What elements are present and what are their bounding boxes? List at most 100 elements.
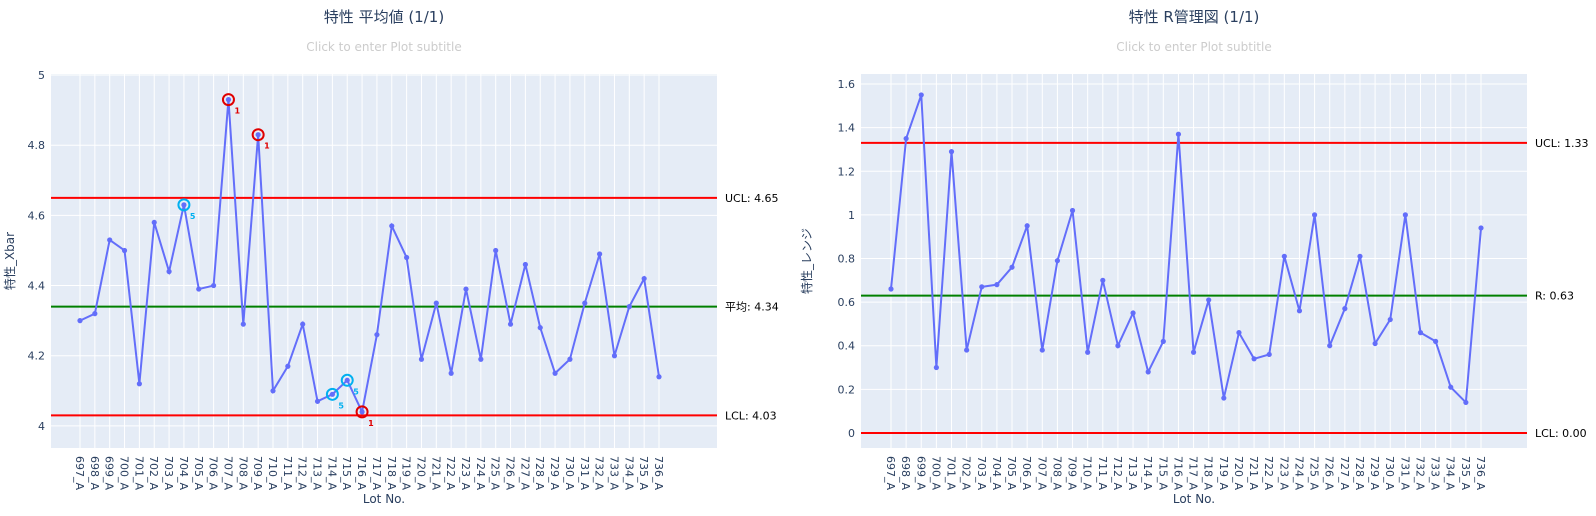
data-point bbox=[1115, 343, 1121, 349]
data-point bbox=[1069, 207, 1076, 214]
data-point bbox=[1190, 349, 1197, 355]
y-tick-label: 0.2 bbox=[838, 383, 856, 396]
violation-marker bbox=[355, 405, 369, 419]
data-point bbox=[359, 409, 365, 415]
data-point bbox=[1311, 212, 1318, 218]
x-tick-label: 706_A bbox=[207, 456, 220, 490]
data-point bbox=[270, 388, 276, 394]
control-line-label: UCL: 4.65 bbox=[725, 192, 779, 205]
x-tick-label: 726_A bbox=[504, 456, 517, 490]
x-tick-label: 704_A bbox=[990, 456, 1003, 490]
violation-rule-label: 5 bbox=[338, 401, 344, 410]
data-point bbox=[121, 247, 128, 254]
x-tick-label: 713_A bbox=[1126, 456, 1139, 490]
data-point bbox=[314, 398, 321, 404]
data-point bbox=[979, 284, 985, 290]
x-tick-label: 723_A bbox=[1277, 456, 1290, 490]
x-tick-label: 718_A bbox=[1202, 456, 1215, 490]
x-tick-label: 713_A bbox=[311, 456, 324, 490]
x-tick-label: 701_A bbox=[132, 456, 145, 490]
data-point bbox=[1372, 340, 1378, 347]
data-point bbox=[196, 286, 202, 292]
x-tick-label: 714_A bbox=[1141, 456, 1154, 490]
x-tick-label: 724_A bbox=[1292, 456, 1305, 490]
data-point bbox=[77, 318, 83, 324]
x-tick-label: 706_A bbox=[1020, 456, 1033, 490]
data-point bbox=[626, 304, 632, 310]
data-point bbox=[933, 364, 939, 371]
data-point bbox=[552, 370, 558, 376]
x-tick-label: 720_A bbox=[414, 456, 427, 490]
x-tick-label: 736_A bbox=[652, 456, 665, 490]
x-tick-label: 700_A bbox=[118, 456, 131, 490]
data-point bbox=[1342, 306, 1348, 312]
data-point bbox=[211, 282, 217, 289]
series-line bbox=[79, 99, 660, 416]
y-axis-label: 特性_レンジ bbox=[799, 228, 814, 294]
data-point bbox=[1009, 264, 1015, 270]
x-tick-label: 704_A bbox=[177, 456, 190, 490]
x-tick-label: 698_A bbox=[899, 456, 912, 490]
x-tick-label: 711_A bbox=[281, 456, 294, 490]
x-tick-label: 716_A bbox=[355, 456, 368, 490]
x-tick-label: 727_A bbox=[518, 456, 531, 490]
x-tick-label: 729_A bbox=[1368, 456, 1381, 490]
x-tick-label: 731_A bbox=[578, 456, 591, 490]
chart-subtitle: Click to enter Plot subtitle bbox=[306, 40, 461, 54]
x-tick-label: 727_A bbox=[1338, 456, 1351, 490]
data-point bbox=[597, 251, 603, 257]
data-point bbox=[641, 275, 647, 282]
data-point bbox=[994, 282, 1000, 288]
y-tick-label: 4.2 bbox=[28, 350, 46, 363]
data-point bbox=[389, 223, 395, 229]
x-tick-label: 698_A bbox=[88, 456, 101, 490]
data-point bbox=[1296, 308, 1303, 314]
x-tick-label: 719_A bbox=[1217, 456, 1230, 490]
violation-rule-label: 1 bbox=[234, 107, 240, 116]
data-point bbox=[1175, 131, 1182, 137]
x-tick-label: 710_A bbox=[1081, 456, 1094, 490]
x-tick-label: 719_A bbox=[400, 456, 413, 490]
data-point bbox=[404, 254, 410, 261]
data-point bbox=[1463, 399, 1469, 406]
x-tick-label: 730_A bbox=[563, 456, 576, 490]
x-tick-label: 697_A bbox=[884, 456, 897, 490]
x-tick-label: 703_A bbox=[162, 456, 175, 490]
x-tick-label: 701_A bbox=[945, 456, 958, 490]
data-point bbox=[611, 353, 618, 359]
x-tick-label: 725_A bbox=[1308, 456, 1321, 490]
data-point bbox=[329, 391, 335, 397]
y-tick-label: 5 bbox=[38, 69, 45, 82]
y-tick-label: 0 bbox=[848, 427, 855, 440]
data-point bbox=[300, 321, 306, 327]
data-point bbox=[1145, 369, 1151, 375]
data-point bbox=[582, 300, 588, 306]
x-tick-label: 705_A bbox=[1005, 456, 1018, 490]
y-tick-label: 1.6 bbox=[838, 78, 856, 91]
chart-subtitle: Click to enter Plot subtitle bbox=[1116, 40, 1271, 54]
x-tick-label: 707_A bbox=[1035, 456, 1048, 490]
x-tick-label: 700_A bbox=[929, 456, 942, 490]
x-tick-label: 721_A bbox=[1247, 456, 1260, 490]
y-tick-label: 4.4 bbox=[28, 280, 46, 293]
x-tick-label: 735_A bbox=[1459, 456, 1472, 490]
x-tick-label: 722_A bbox=[444, 456, 457, 490]
x-tick-label: 718_A bbox=[385, 456, 398, 490]
data-point bbox=[656, 374, 662, 380]
x-tick-label: 729_A bbox=[548, 456, 561, 490]
x-tick-label: 711_A bbox=[1096, 456, 1109, 490]
x-tick-label: 721_A bbox=[429, 456, 442, 490]
data-point bbox=[181, 202, 187, 208]
data-point bbox=[225, 97, 232, 103]
x-tick-label: 705_A bbox=[192, 456, 205, 490]
x-tick-label: 722_A bbox=[1262, 456, 1275, 490]
x-tick-label: 736_A bbox=[1474, 456, 1487, 490]
data-point bbox=[1478, 225, 1484, 231]
data-point bbox=[463, 286, 469, 292]
data-point bbox=[918, 92, 924, 98]
data-point bbox=[1024, 223, 1030, 229]
x-tick-label: 732_A bbox=[593, 456, 606, 490]
data-point bbox=[1281, 253, 1287, 259]
data-point bbox=[1357, 253, 1363, 259]
violation-rule-label: 5 bbox=[353, 387, 359, 396]
